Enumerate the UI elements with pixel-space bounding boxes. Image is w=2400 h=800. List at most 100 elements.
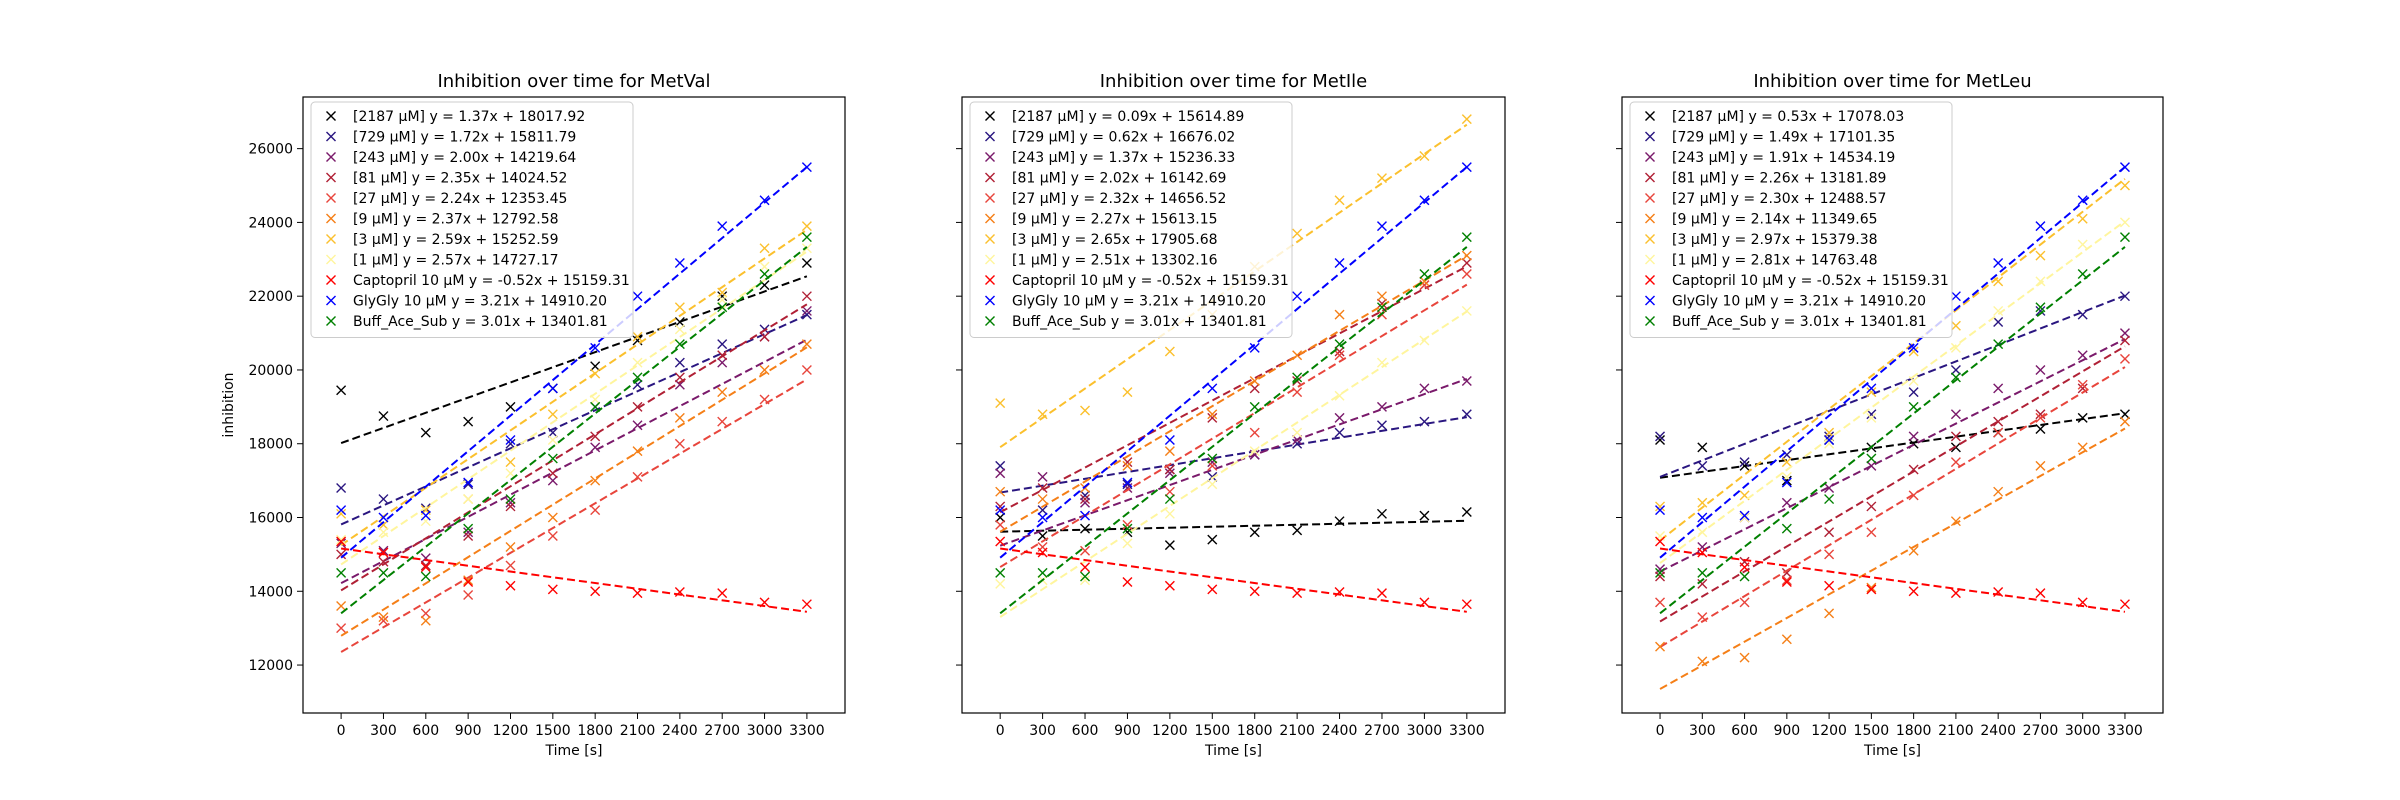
data-point (759, 243, 770, 254)
data-point (674, 357, 685, 368)
legend-marker (326, 295, 336, 306)
x-tick-label: 2700 (2023, 723, 2059, 739)
data-point (336, 385, 347, 396)
data-point (1866, 409, 1877, 420)
x-tick-label: 600 (1072, 723, 1099, 739)
chart-panel-3: 0 300 600 900 1200 1500 1800 2100 2400 2700 3000 33… (1616, 71, 2164, 759)
data-point (1655, 571, 1666, 582)
data-point (1334, 427, 1345, 438)
data-point (717, 350, 728, 361)
legend-marker (326, 131, 336, 142)
fit-line-11 (999, 246, 1468, 615)
data-point (1824, 482, 1835, 493)
data-point (1249, 427, 1260, 438)
legend-marker (1645, 152, 1655, 162)
legend-marker (1645, 111, 1655, 121)
data-point (1739, 510, 1750, 521)
data-point (1697, 656, 1708, 667)
legend: [2187 µM] y = 0.53x + 17078.03 [729 µM] y… (1629, 101, 1953, 338)
data-point (1419, 416, 1430, 427)
data-point (1781, 457, 1792, 468)
legend-box (969, 101, 1293, 338)
data-point (632, 357, 643, 368)
data-point (1461, 250, 1472, 261)
data-point (1122, 538, 1133, 549)
data-point (1207, 460, 1218, 471)
data-point (1376, 173, 1387, 184)
legend-marker (326, 254, 336, 265)
data-point (1655, 641, 1666, 652)
fit-line-8 (340, 250, 808, 566)
data-point (1207, 471, 1218, 482)
y-tick-label: 22000 (248, 289, 293, 305)
data-point (674, 379, 685, 390)
plot-area (336, 162, 812, 653)
chart-panel-1: 0 300 600 900 1200 1500 1800 2100 2400 2700 3000 33… (221, 71, 846, 759)
data-point (1207, 457, 1218, 468)
data-point (1122, 479, 1133, 490)
data-point (1292, 228, 1303, 239)
data-point (1122, 519, 1133, 530)
data-point (2035, 276, 2046, 287)
legend-marker (1645, 295, 1655, 306)
x-tick-label: 3000 (2065, 723, 2101, 739)
data-point (1950, 588, 1961, 599)
data-point (378, 527, 389, 538)
data-point (1950, 409, 1961, 420)
data-point (1207, 479, 1218, 490)
data-point (463, 575, 474, 586)
x-tick-label: 1200 (1152, 723, 1188, 739)
data-point (1908, 401, 1919, 412)
data-point (1950, 516, 1961, 527)
data-point (1122, 577, 1133, 588)
legend-entry: [243 µM] y = 1.91x + 14534.19 (1672, 150, 1895, 166)
data-point (1334, 346, 1345, 357)
data-point (547, 427, 558, 438)
data-point (674, 302, 685, 313)
data-point (505, 580, 516, 591)
data-point (1080, 490, 1091, 501)
data-point (632, 372, 643, 383)
data-point (1866, 527, 1877, 538)
data-point (1037, 409, 1048, 420)
data-point (995, 536, 1006, 547)
y-tick-label: 18000 (248, 437, 293, 453)
y-tick-label: 26000 (248, 142, 293, 158)
data-point (759, 331, 770, 342)
data-point (1249, 527, 1260, 538)
data-point (336, 567, 347, 578)
data-point (1781, 577, 1792, 588)
data-point (1824, 608, 1835, 619)
x-tick-label: 3300 (789, 723, 825, 739)
legend-marker (985, 172, 995, 183)
data-point (674, 257, 685, 268)
x-tick-label: 1800 (1237, 723, 1273, 739)
fit-line-10 (1659, 166, 2126, 559)
y-tick-label: 16000 (248, 511, 293, 527)
data-point (378, 556, 389, 567)
x-tick-label: 2100 (620, 723, 656, 739)
data-point (674, 587, 685, 598)
data-point (1781, 449, 1792, 460)
data-point (1866, 383, 1877, 394)
chart-title: Inhibition over time for MetVal (437, 71, 710, 92)
y-tick-label: 20000 (248, 363, 293, 379)
data-point (1037, 567, 1048, 578)
x-tick-label: 2100 (1279, 723, 1315, 739)
data-point (801, 599, 812, 610)
fit-line-4 (340, 303, 808, 592)
fit-line-6 (340, 346, 808, 637)
chart-panel-2: 0 300 600 900 1200 1500 1800 2100 2400 2700 3000 33… (956, 71, 1506, 759)
legend: [2187 µM] y = 1.37x + 18017.92 [729 µM] y… (310, 101, 634, 338)
x-tick-label: 2400 (1322, 723, 1358, 739)
data-point (1824, 494, 1835, 505)
data-point (1824, 427, 1835, 438)
data-point (1908, 346, 1919, 357)
data-point (717, 588, 728, 599)
legend-marker (326, 234, 336, 244)
data-point (1908, 387, 1919, 398)
data-point (1908, 342, 1919, 353)
data-point (1080, 545, 1091, 556)
data-point (801, 305, 812, 316)
data-point (1655, 597, 1666, 608)
